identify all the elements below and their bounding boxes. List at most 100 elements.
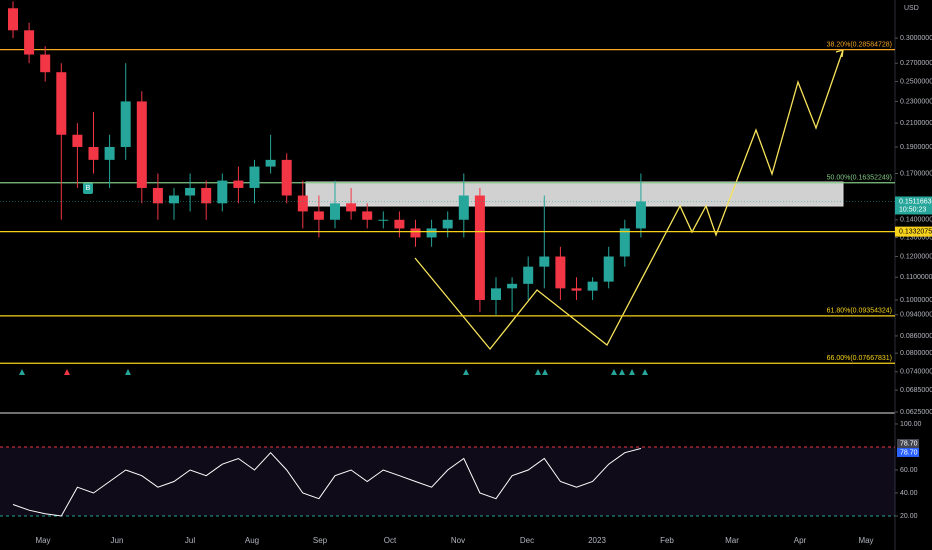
- buy-signal: [535, 369, 541, 375]
- x-tick-label: Nov: [451, 536, 465, 545]
- x-tick-label: Oct: [384, 536, 397, 545]
- candle-body: [217, 180, 228, 204]
- buy-signal: [619, 369, 625, 375]
- candle-body: [56, 72, 67, 135]
- price-box: [895, 196, 932, 215]
- candle-body: [201, 187, 212, 204]
- candle-body: [297, 195, 308, 212]
- rsi-y-tick-label: 100.00: [900, 421, 922, 428]
- signal-badge: [83, 182, 93, 194]
- x-tick-label: May: [35, 536, 50, 545]
- candle-body: [120, 101, 131, 147]
- x-tick-label: Jul: [185, 536, 195, 545]
- candle-body: [40, 54, 51, 73]
- candle-body: [152, 187, 163, 204]
- buy-signal: [629, 369, 635, 375]
- rsi-y-tick-label: 20.00: [900, 513, 918, 520]
- rsi-y-tick-label: 40.00: [900, 490, 918, 497]
- rsi-line: [12, 448, 642, 517]
- candle-body: [539, 256, 550, 267]
- buy-signal: [642, 369, 648, 375]
- candle-body: [619, 228, 630, 257]
- rsi-band: [0, 446, 895, 516]
- sell-signal: [64, 369, 70, 375]
- rsi-box: [897, 438, 919, 448]
- rsi-y-tick-label: 60.00: [900, 467, 918, 474]
- candle-body: [346, 203, 357, 212]
- candle-body: [169, 195, 179, 204]
- candle-body: [394, 219, 405, 229]
- fib-level-label: 50.00%(0.16352249): [827, 175, 892, 182]
- candle-body: [362, 211, 373, 220]
- buy-signal: [125, 369, 131, 375]
- candle-body: [313, 211, 324, 220]
- candle-body: [233, 180, 244, 188]
- fib-level-label: 38.20%(0.28584728): [827, 41, 892, 48]
- fib-level-label: 66.00%(0.07667831): [827, 355, 892, 362]
- buy-signal: [463, 369, 469, 375]
- price-box-time: 10:50:23: [899, 206, 926, 213]
- rsi-box-label: 78.70: [900, 440, 918, 447]
- x-tick-label: Apr: [794, 536, 807, 545]
- price-box-label: 0.15116630: [899, 198, 932, 205]
- candle-body: [507, 283, 518, 289]
- candle-body: [24, 30, 35, 55]
- buy-signal: [611, 369, 617, 375]
- candle-body: [474, 195, 485, 300]
- currency: USD: [904, 5, 919, 12]
- candle-body: [378, 219, 389, 221]
- candle-body: [281, 159, 292, 196]
- candle-body: [410, 228, 421, 238]
- candle-body: [571, 288, 582, 291]
- price-box-label: 0.13320755: [899, 228, 932, 235]
- candle-body: [330, 203, 340, 220]
- rsi-box-label: 78.70: [900, 449, 918, 456]
- candle-body: [523, 266, 534, 284]
- candle-body: [458, 195, 469, 220]
- candle-body: [88, 146, 99, 160]
- x-tick-label: Aug: [245, 536, 259, 545]
- candle-body: [635, 201, 646, 229]
- resistance-zone: [305, 181, 844, 207]
- x-tick-label: Mar: [725, 536, 739, 545]
- candle-body: [603, 256, 614, 282]
- x-tick-label: May: [858, 536, 873, 545]
- candle-body: [72, 134, 83, 147]
- candle-body: [185, 187, 196, 196]
- signals: [19, 369, 648, 375]
- candle-body: [442, 219, 453, 229]
- buy-signal: [542, 369, 548, 375]
- x-tick-label: 2023: [588, 536, 606, 545]
- x-tick-label: Jun: [111, 536, 124, 545]
- candle-body: [555, 256, 566, 289]
- candle-body: [265, 159, 276, 167]
- projection-path: [414, 49, 844, 351]
- candle-body: [587, 281, 598, 291]
- candle-body: [491, 288, 501, 300]
- candle-body: [136, 101, 147, 188]
- signal-label: B: [86, 185, 91, 192]
- candle-body: [104, 146, 115, 160]
- rsi-box: [897, 447, 919, 457]
- price-box: [895, 226, 932, 237]
